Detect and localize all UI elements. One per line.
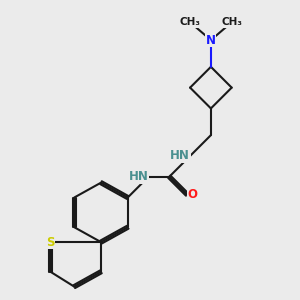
Text: CH₃: CH₃ (221, 17, 242, 27)
Text: CH₃: CH₃ (180, 17, 201, 27)
Text: N: N (206, 34, 216, 46)
Text: HN: HN (129, 170, 148, 183)
Text: O: O (187, 188, 197, 201)
Text: HN: HN (170, 149, 190, 162)
Text: S: S (46, 236, 55, 249)
